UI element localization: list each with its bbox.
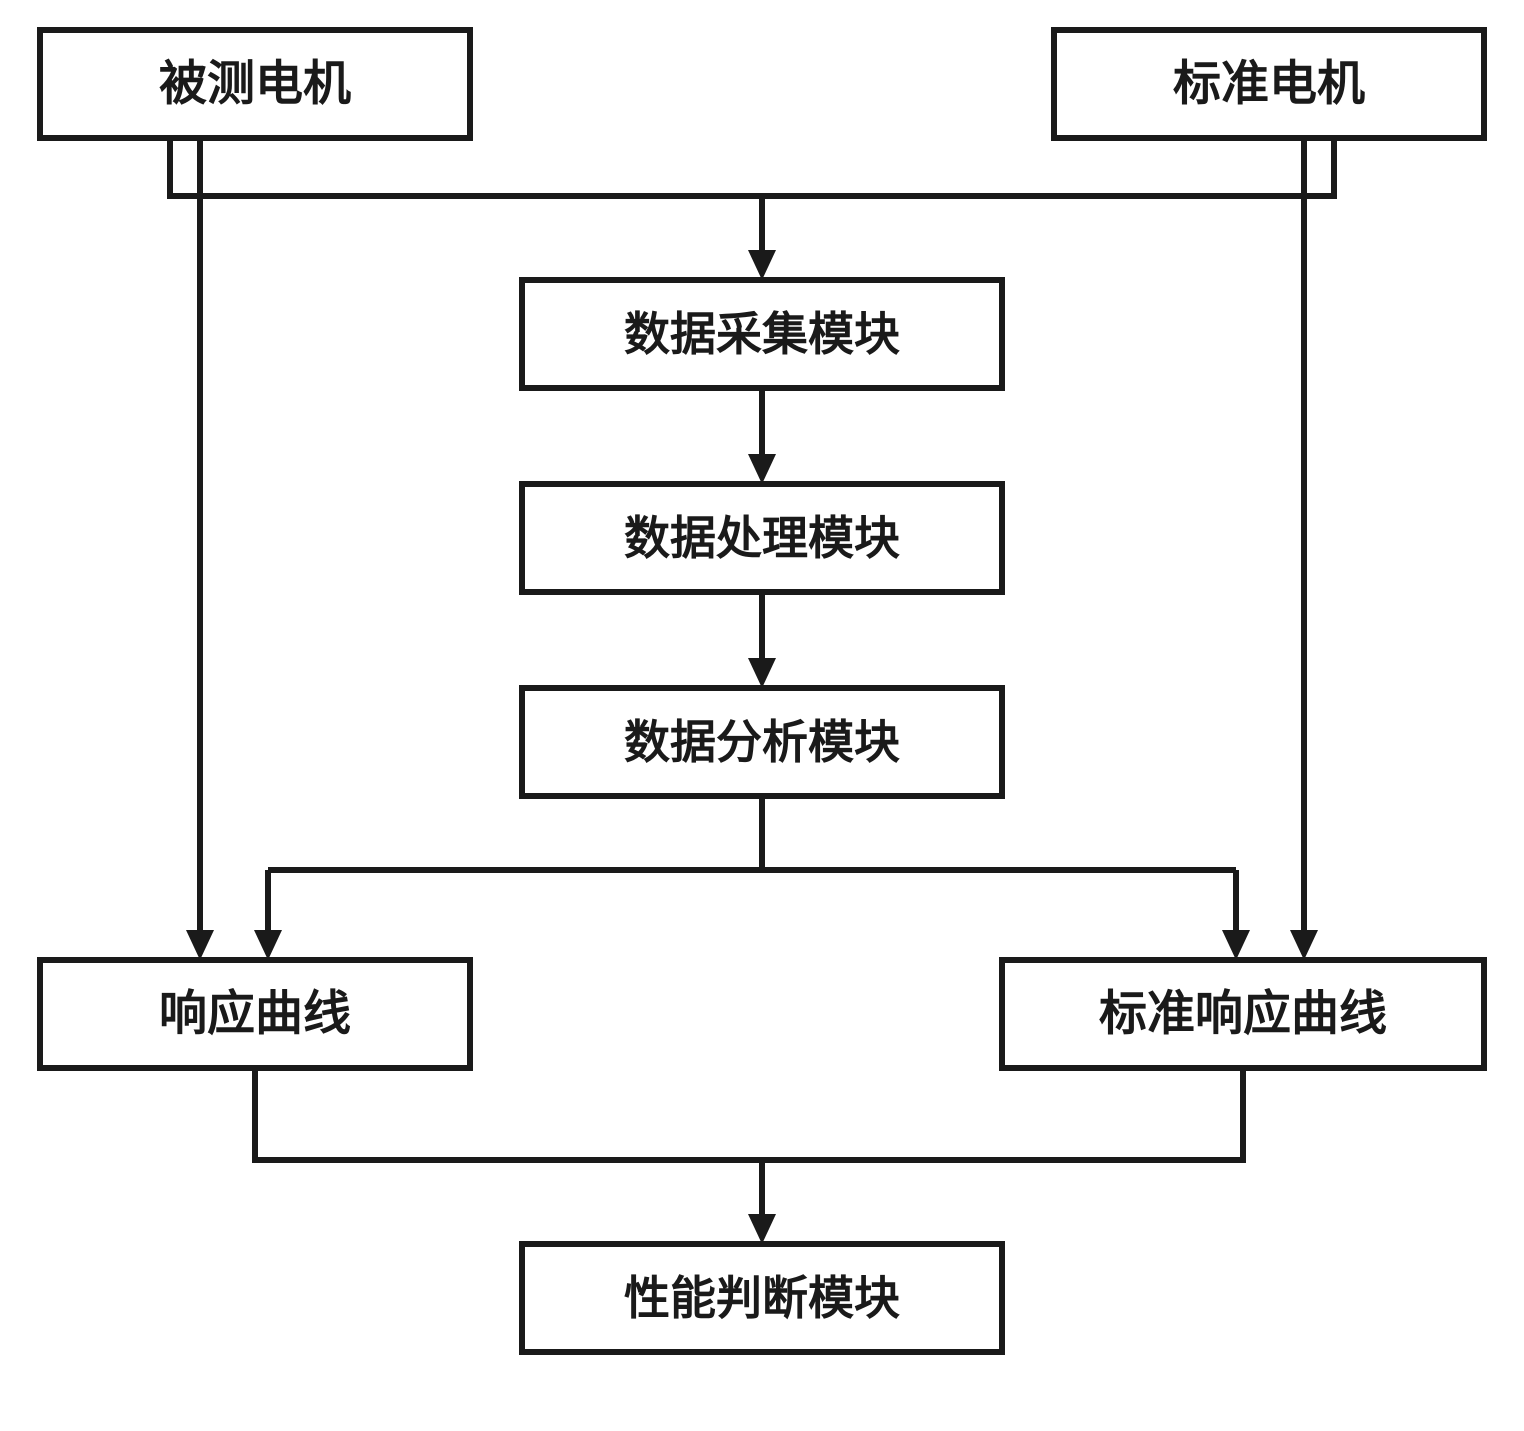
node-data_process: 数据处理模块 [522,484,1002,592]
node-std_resp_curve: 标准响应曲线 [1002,960,1484,1068]
node-tested_motor: 被测电机 [40,30,470,138]
node-label: 数据采集模块 [624,308,900,360]
node-data_acquire: 数据采集模块 [522,280,1002,388]
node-label: 数据处理模块 [624,512,900,564]
node-label: 性能判断模块 [624,1272,900,1324]
edge-curves_to_perf [255,1068,1243,1160]
node-label: 数据分析模块 [624,716,900,768]
node-label: 被测电机 [159,58,351,111]
node-perf_judge: 性能判断模块 [522,1244,1002,1352]
node-label: 标准响应曲线 [1099,988,1387,1041]
node-label: 标准电机 [1173,58,1365,111]
flowchart-canvas: 被测电机 标准电机数据采集模块数据处理模块数据分析模块响应曲线 标准响应曲线性能判断… [0,0,1524,1431]
node-label: 响应曲线 [159,988,351,1041]
node-standard_motor: 标准电机 [1054,30,1484,138]
node-data_analyze: 数据分析模块 [522,688,1002,796]
node-response_curve: 响应曲线 [40,960,470,1068]
edge-analyze_to_response [268,796,762,870]
edge-top_merge_to_acquire [170,138,1334,196]
